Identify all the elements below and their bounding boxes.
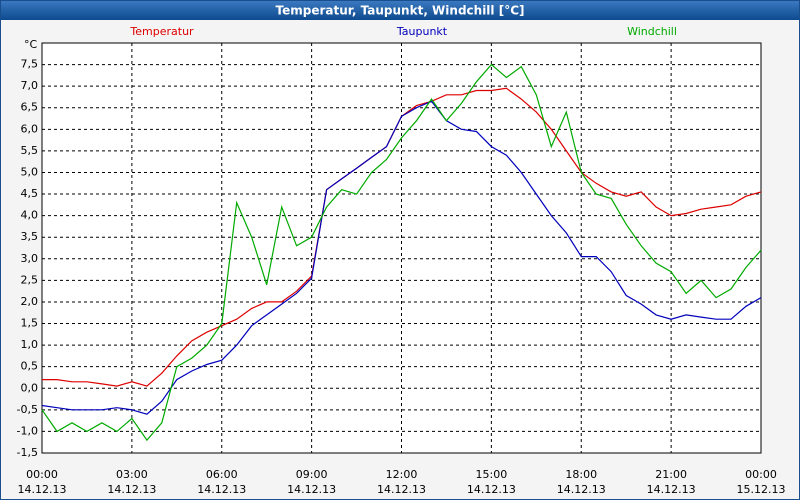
- x-tick-label: 21:00: [655, 468, 687, 481]
- y-tick-label: 4,0: [21, 209, 39, 222]
- x-tick-date: 14.12.13: [107, 483, 156, 496]
- series-line: [41, 100, 762, 415]
- title-bar: [1, 1, 799, 20]
- y-tick-label: -1,5: [17, 446, 38, 459]
- x-tick-label: 00:00: [26, 468, 58, 481]
- y-tick-label: 6,0: [21, 122, 39, 135]
- y-tick-label: 6,5: [21, 101, 39, 114]
- x-tick-date: 14.12.13: [287, 483, 336, 496]
- x-tick-date: 14.12.13: [377, 483, 426, 496]
- y-tick-label: 2,0: [21, 295, 39, 308]
- x-tick-date: 14.12.13: [197, 483, 246, 496]
- y-tick-label: 5,0: [21, 165, 39, 178]
- y-tick-label: 3,5: [21, 230, 39, 243]
- x-tick-date: 14.12.13: [557, 483, 606, 496]
- y-tick-label: -1,0: [17, 424, 38, 437]
- y-tick-label: 2,5: [21, 273, 39, 286]
- y-tick-label: 7,0: [21, 79, 39, 92]
- y-tick-label: 0,0: [21, 381, 39, 394]
- x-tick-date: 14.12.13: [647, 483, 696, 496]
- x-tick-label: 03:00: [116, 468, 148, 481]
- y-tick-label: 4,5: [21, 187, 39, 200]
- y-tick-label: 3,0: [21, 252, 39, 265]
- x-tick-date: 14.12.13: [467, 483, 516, 496]
- x-tick-label: 00:00: [745, 468, 777, 481]
- legend-entry: Taupunkt: [396, 25, 448, 38]
- x-tick-label: 18:00: [565, 468, 597, 481]
- x-tick-date: 14.12.13: [18, 483, 67, 496]
- x-tick-label: 06:00: [206, 468, 238, 481]
- y-tick-label: 1,5: [21, 317, 39, 330]
- x-tick-label: 12:00: [386, 468, 418, 481]
- y-tick-label: 0,5: [21, 360, 39, 373]
- x-tick-label: 09:00: [296, 468, 328, 481]
- y-tick-label: 1,0: [21, 338, 39, 351]
- x-tick-label: 15:00: [476, 468, 508, 481]
- legend-entry: Windchill: [627, 25, 677, 38]
- x-tick-date: 15.12.13: [737, 483, 786, 496]
- y-tick-label: 5,5: [21, 144, 39, 157]
- chart-title: Temperatur, Taupunkt, Windchill [°C]: [276, 4, 525, 18]
- y-tick-label: -0,5: [17, 403, 38, 416]
- legend-entry: Temperatur: [129, 25, 194, 38]
- y-tick-label: 7,5: [21, 58, 39, 71]
- series-line: [41, 63, 762, 442]
- y-unit: °C: [24, 38, 38, 51]
